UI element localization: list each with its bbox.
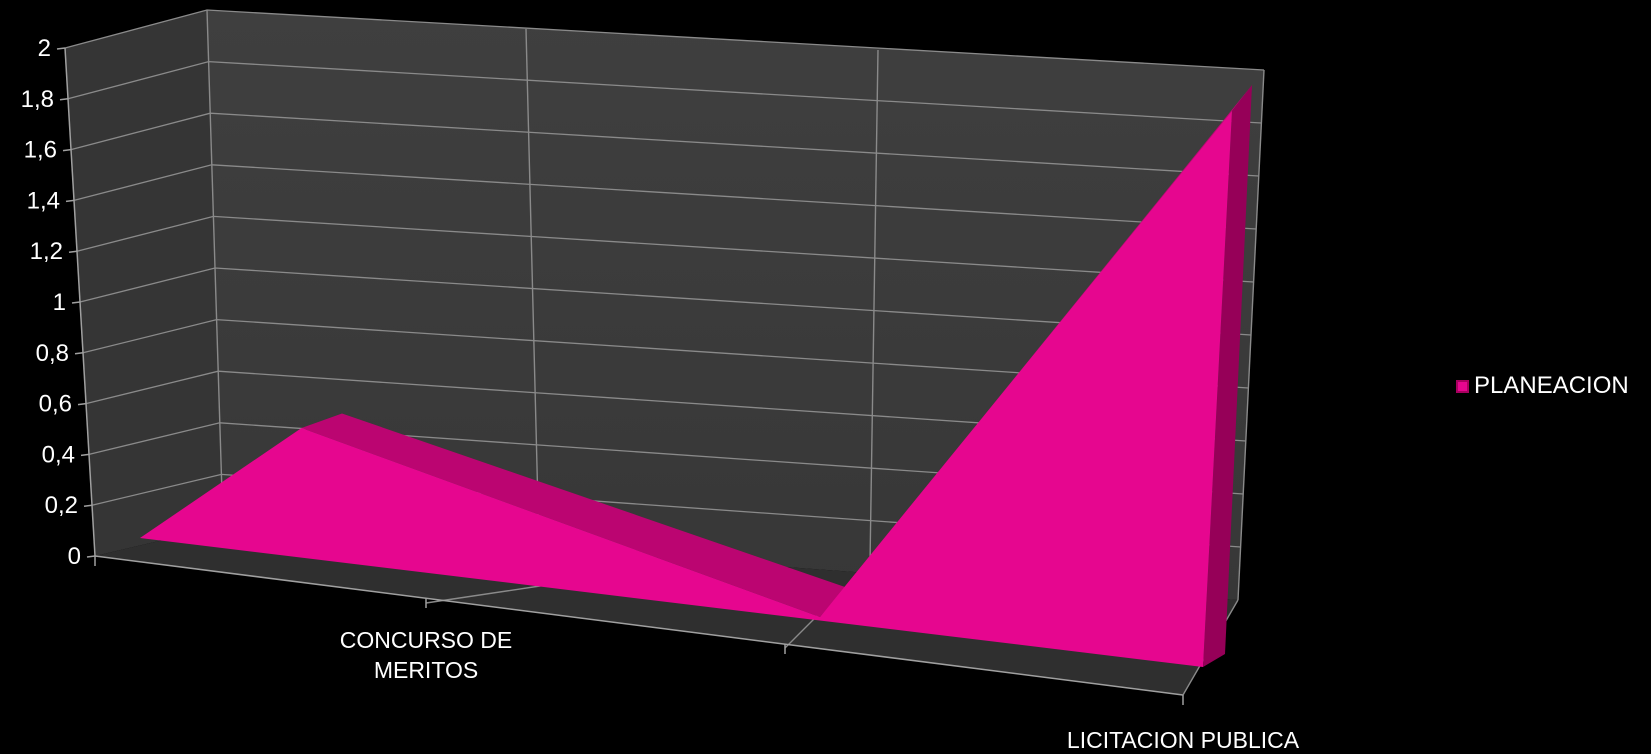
y-tick-label: 0,2 <box>45 492 78 519</box>
y-tick <box>71 301 81 304</box>
y-tick-label: 0,4 <box>42 441 75 468</box>
y-tick-label: 0,6 <box>39 391 72 418</box>
y-axis-labels: 0 0,2 0,4 0,6 0,8 1 1,2 1,4 1,6 1,8 2 <box>21 35 96 570</box>
x-axis-ticks <box>94 556 1184 705</box>
y-tick-label: 1,4 <box>27 187 60 214</box>
y-tick <box>65 199 75 203</box>
legend: PLANEACION <box>1456 372 1629 400</box>
back-axis-line <box>206 9 224 527</box>
y-tick-label: 0 <box>68 543 81 570</box>
legend-swatch <box>1456 379 1469 393</box>
x-axis-line <box>94 555 1184 696</box>
category-label: LICITACION PUBLICA <box>1067 727 1300 753</box>
category-label: CONCURSO DE MERITOS <box>340 627 513 683</box>
floor <box>95 526 1238 695</box>
y-tick <box>68 250 78 253</box>
y-tick <box>80 453 90 457</box>
y-tick <box>74 352 84 355</box>
y-tick-label: 1 <box>53 289 66 316</box>
side-wall <box>65 10 223 556</box>
y-tick <box>62 148 72 152</box>
y-tick <box>59 98 69 101</box>
legend-label: PLANEACION <box>1474 372 1629 399</box>
y-tick <box>77 402 87 406</box>
y-tick <box>86 555 96 558</box>
y-tick <box>56 47 66 50</box>
y-tick-label: 2 <box>38 35 51 62</box>
series-top-face <box>301 413 845 617</box>
series-planeacion <box>140 85 1252 667</box>
y-tick <box>83 504 93 507</box>
series-front-face <box>140 111 1232 667</box>
right-edge-line <box>1237 69 1265 601</box>
x-axis-labels: CONCURSO DE MERITOS LICITACION PUBLICA <box>340 627 1300 753</box>
series-end-face <box>1203 85 1252 667</box>
y-tick-label: 1,8 <box>21 86 54 113</box>
y-tick-label: 1,2 <box>30 238 63 265</box>
y-tick-label: 0,8 <box>36 340 69 367</box>
y-tick-label: 1,6 <box>24 137 57 164</box>
